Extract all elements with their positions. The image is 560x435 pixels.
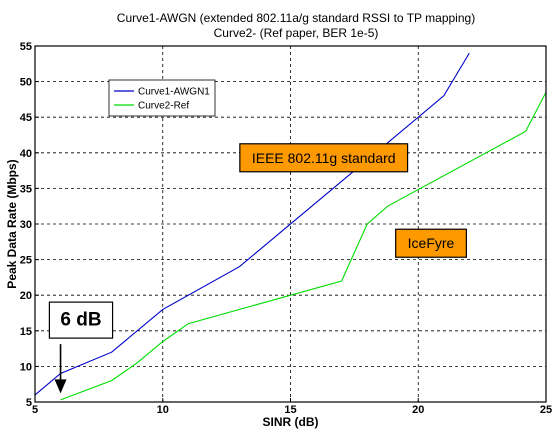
annotation-label: 6 dB xyxy=(60,310,101,331)
annotation-label: IEEE 802.11g standard xyxy=(252,150,396,166)
y-tick-label: 20 xyxy=(20,290,32,302)
y-tick-label: 50 xyxy=(20,77,32,89)
x-tick-label: 5 xyxy=(32,404,38,416)
series-layer xyxy=(34,52,547,401)
y-tick-label: 10 xyxy=(20,361,32,373)
annotation-label: IceFyre xyxy=(408,235,455,251)
annotations: IEEE 802.11g standard IceFyre 6 dB xyxy=(48,143,467,394)
y-tick-label: 30 xyxy=(20,219,32,231)
y-tick-label: 55 xyxy=(20,41,32,53)
y-axis-label: Peak Data Rate (Mbps) xyxy=(5,159,19,288)
legend-entry: Curve2-Ref xyxy=(138,101,189,112)
series-line xyxy=(60,92,547,401)
tick-layer: 5 10 15 20 25 5 10 15 20 25 30 35 40 45 50 55 xyxy=(20,41,552,416)
chart-title: Curve1-AWGN (extended 802.11a/g standard… xyxy=(117,11,475,25)
chart-subtitle: Curve2- (Ref paper, BER 1e-5) xyxy=(214,26,379,40)
legend-entry: Curve1-AWGN1 xyxy=(138,87,210,98)
x-tick-label: 15 xyxy=(284,404,296,416)
legend-box xyxy=(108,79,216,117)
y-tick-label: 35 xyxy=(20,183,32,195)
legend: Curve1-AWGN1 Curve2-Ref xyxy=(108,79,216,117)
y-tick-label: 5 xyxy=(26,397,32,409)
x-axis-label: SINR (dB) xyxy=(263,415,319,429)
annotation-box xyxy=(395,228,467,258)
annotation-arrowhead xyxy=(54,379,67,394)
x-tick-label: 25 xyxy=(540,404,552,416)
annotation-box xyxy=(48,301,114,339)
series-line xyxy=(34,52,470,396)
y-tick-label: 40 xyxy=(20,148,32,160)
y-tick-label: 25 xyxy=(20,255,32,267)
y-tick-label: 45 xyxy=(20,112,32,124)
annotation-box xyxy=(239,143,409,173)
x-tick-label: 20 xyxy=(412,404,424,416)
y-tick-label: 15 xyxy=(20,326,32,338)
x-tick-label: 10 xyxy=(157,404,169,416)
